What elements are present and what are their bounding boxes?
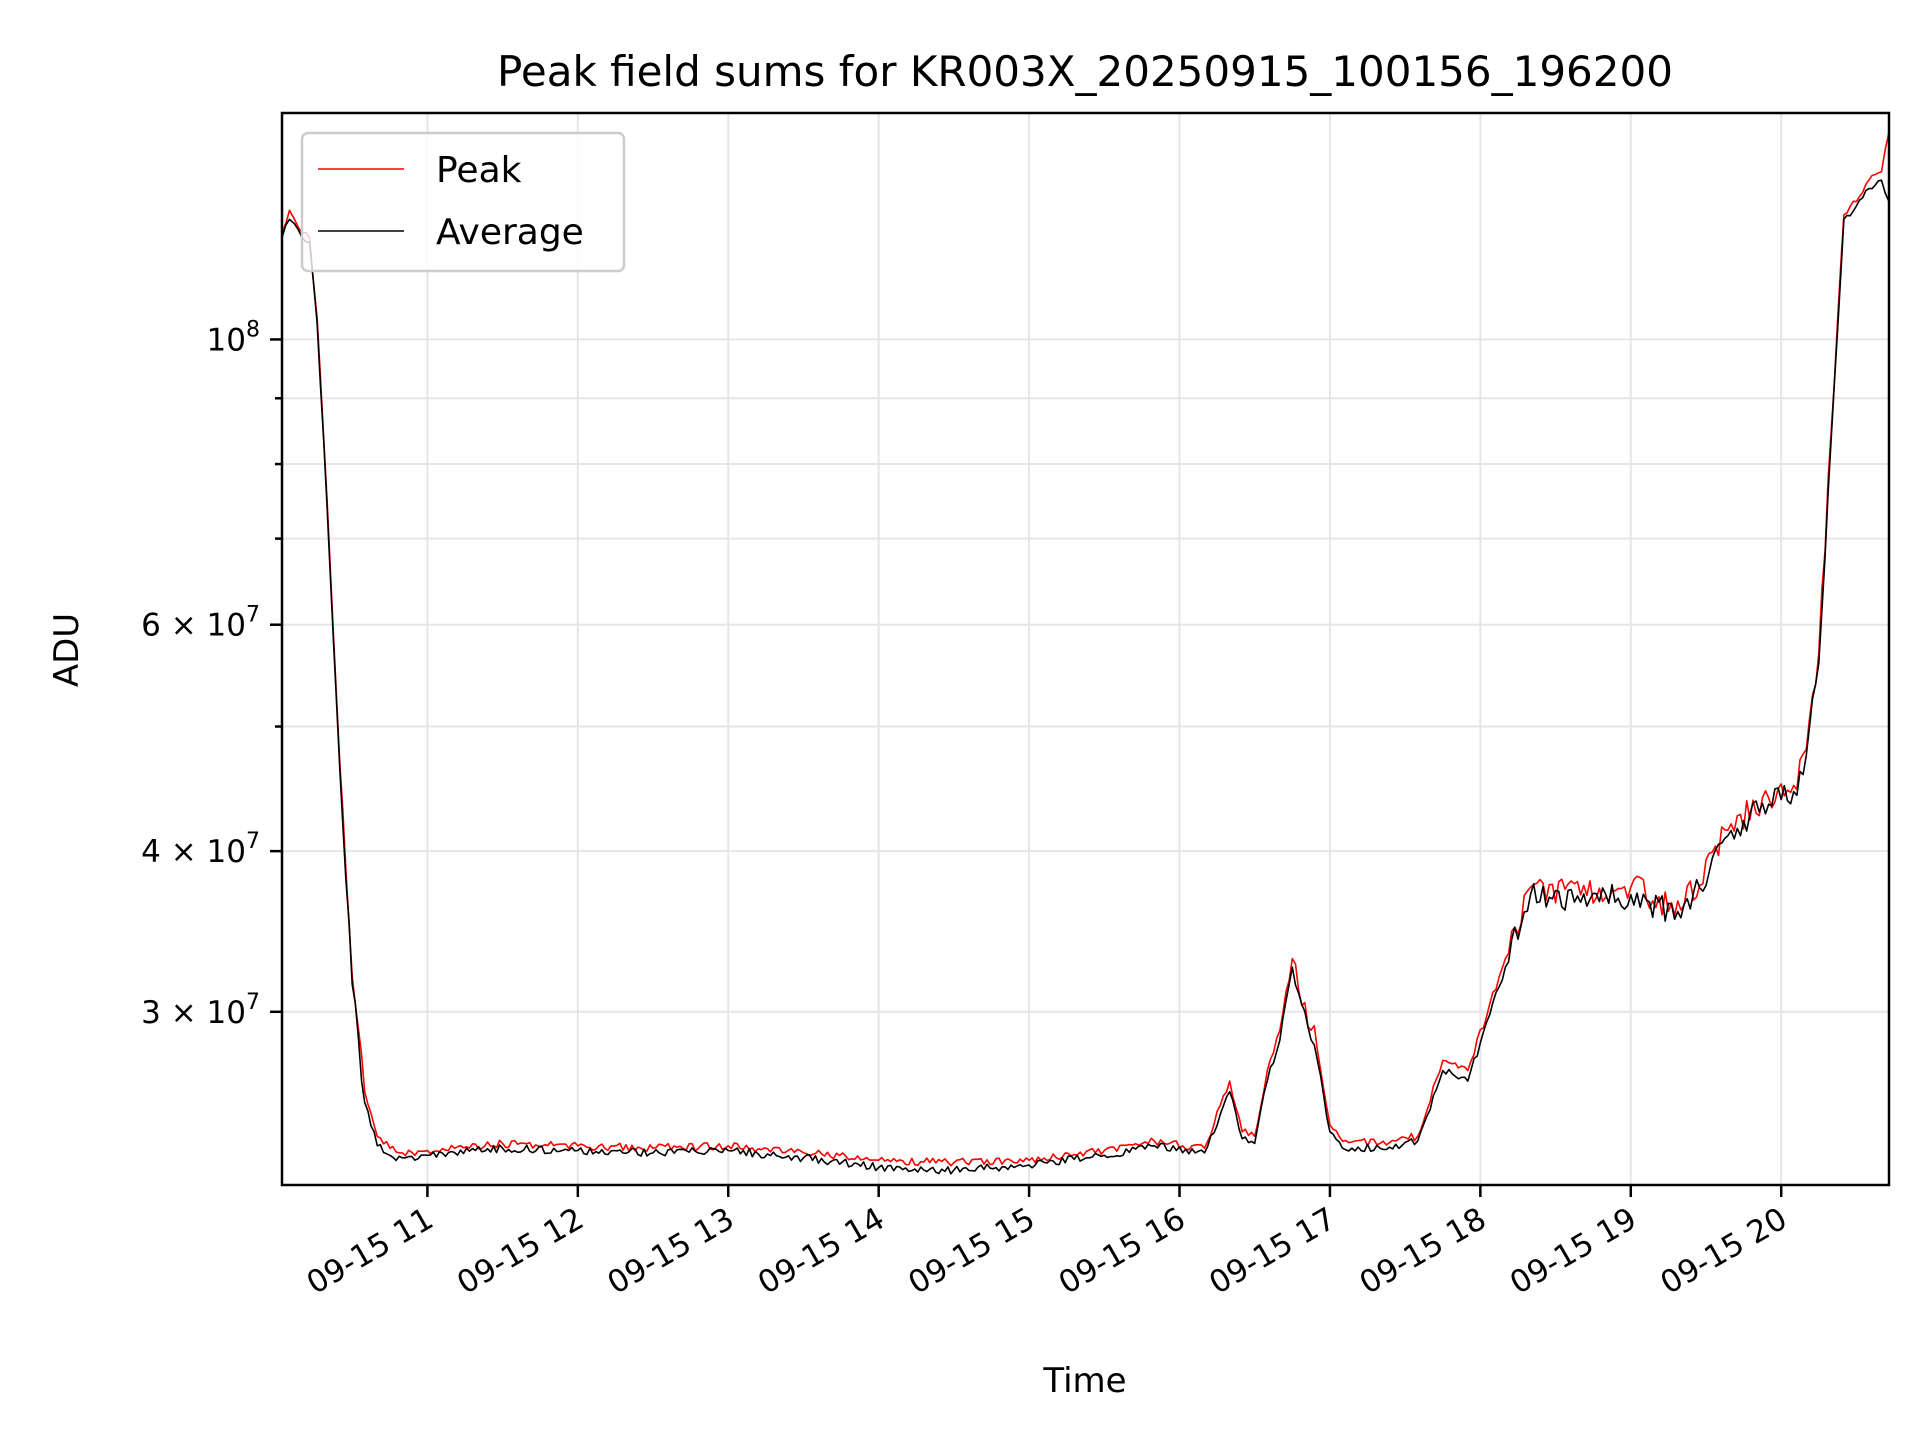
x-tick-label: 09-15 16	[1053, 1201, 1192, 1302]
series-line-peak	[281, 131, 1890, 1167]
x-tick-label: 09-15 18	[1354, 1201, 1493, 1302]
x-axis-label: Time	[1042, 1361, 1126, 1401]
legend-box	[300, 131, 626, 273]
chart-title: Peak field sums for KR003X_20250915_1001…	[497, 47, 1673, 96]
y-tick-label: 108	[207, 317, 260, 358]
y-axis-label: ADU	[47, 613, 87, 687]
legend: Peak Average	[300, 131, 626, 273]
x-tick-label: 09-15 20	[1654, 1201, 1793, 1302]
y-tick-label: 4 × 107	[141, 829, 260, 870]
x-tick-label: 09-15 15	[902, 1201, 1041, 1302]
legend-label-peak: Peak	[436, 150, 522, 191]
plot-frame	[280, 111, 1891, 1187]
x-tick-label: 09-15 12	[451, 1201, 590, 1302]
series-line-average	[281, 179, 1890, 1175]
x-tick-label: 09-15 11	[301, 1201, 440, 1302]
legend-label-average: Average	[436, 212, 584, 253]
tick-layer: 09-15 11 09-15 12 09-15 13 09-15 14 09-15 15…	[141, 317, 1793, 1301]
x-tick-label: 09-15 17	[1203, 1201, 1342, 1302]
x-tick-label: 09-15 14	[752, 1201, 891, 1302]
y-tick-label: 6 × 107	[141, 603, 260, 644]
x-tick-label: 09-15 13	[602, 1201, 741, 1302]
grid-layer	[282, 113, 1889, 1185]
x-tick-label: 09-15 19	[1504, 1201, 1643, 1302]
series-layer	[281, 131, 1890, 1175]
y-tick-label: 3 × 107	[141, 990, 260, 1031]
